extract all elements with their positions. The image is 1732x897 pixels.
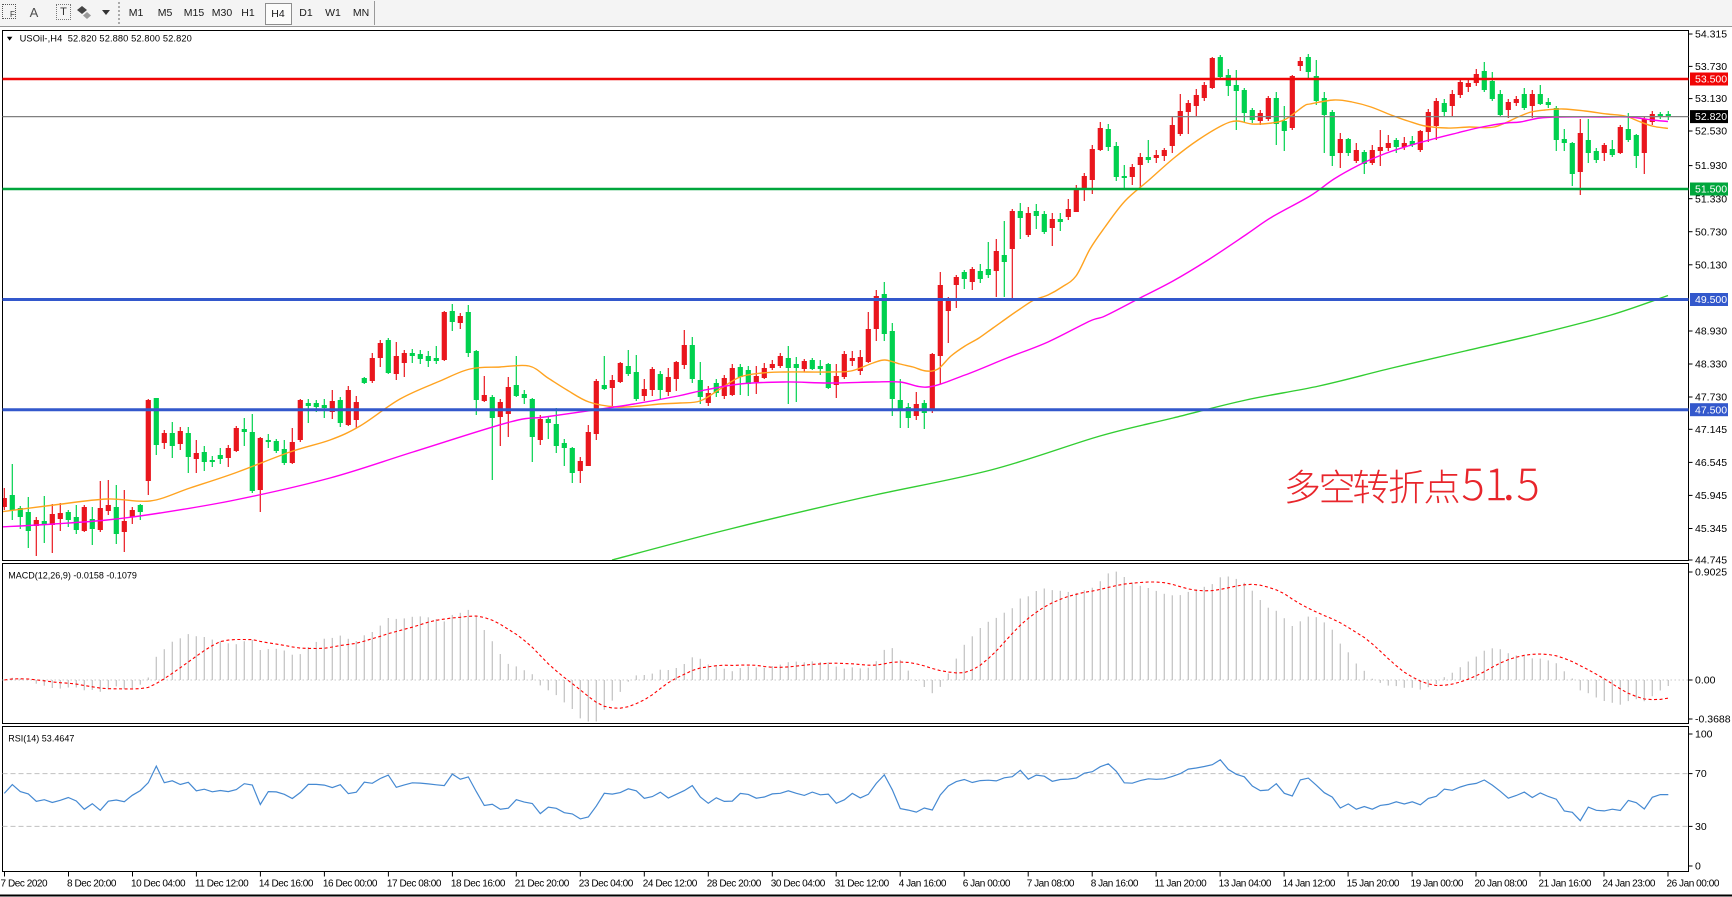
- svg-text:20 Jan 08:00: 20 Jan 08:00: [1475, 879, 1528, 890]
- svg-text:24 Dec 12:00: 24 Dec 12:00: [643, 879, 698, 890]
- svg-text:6 Jan 00:00: 6 Jan 00:00: [963, 879, 1011, 890]
- svg-text:7 Dec 2020: 7 Dec 2020: [1, 879, 49, 890]
- svg-text:49.500: 49.500: [1695, 294, 1727, 306]
- svg-text:70: 70: [1695, 768, 1707, 780]
- svg-text:21 Jan 16:00: 21 Jan 16:00: [1539, 879, 1592, 890]
- svg-text:23 Dec 04:00: 23 Dec 04:00: [579, 879, 634, 890]
- svg-text:-0.3688: -0.3688: [1695, 714, 1731, 726]
- svg-text:4 Jan 16:00: 4 Jan 16:00: [899, 879, 947, 890]
- svg-text:53.730: 53.730: [1695, 61, 1727, 73]
- svg-text:8 Jan 16:00: 8 Jan 16:00: [1091, 879, 1139, 890]
- svg-text:0.00: 0.00: [1695, 675, 1716, 687]
- svg-text:48.930: 48.930: [1695, 326, 1727, 338]
- svg-text:16 Dec 00:00: 16 Dec 00:00: [323, 879, 378, 890]
- svg-text:45.345: 45.345: [1695, 523, 1727, 535]
- svg-text:30 Dec 04:00: 30 Dec 04:00: [771, 879, 826, 890]
- svg-text:MACD(12,26,9) -0.0158 -0.1079: MACD(12,26,9) -0.0158 -0.1079: [8, 571, 137, 581]
- svg-text:8 Dec 20:00: 8 Dec 20:00: [67, 879, 117, 890]
- svg-text:11 Dec 12:00: 11 Dec 12:00: [195, 879, 249, 890]
- svg-text:7 Jan 08:00: 7 Jan 08:00: [1027, 879, 1075, 890]
- svg-text:50.730: 50.730: [1695, 226, 1727, 238]
- svg-text:21 Dec 20:00: 21 Dec 20:00: [515, 879, 570, 890]
- svg-text:100: 100: [1695, 729, 1713, 741]
- svg-text:28 Dec 20:00: 28 Dec 20:00: [707, 879, 762, 890]
- svg-text:17 Dec 08:00: 17 Dec 08:00: [387, 879, 442, 890]
- svg-text:45.945: 45.945: [1695, 490, 1727, 502]
- svg-text:47.500: 47.500: [1695, 404, 1727, 416]
- svg-text:44.745: 44.745: [1695, 555, 1727, 567]
- svg-text:51.930: 51.930: [1695, 160, 1727, 172]
- svg-text:RSI(14) 53.4647: RSI(14) 53.4647: [8, 734, 74, 744]
- svg-text:52.530: 52.530: [1695, 126, 1727, 138]
- svg-text:26 Jan 00:00: 26 Jan 00:00: [1667, 879, 1720, 890]
- svg-text:51.330: 51.330: [1695, 193, 1727, 205]
- svg-text:19 Jan 00:00: 19 Jan 00:00: [1411, 879, 1464, 890]
- svg-text:52.820: 52.820: [1695, 111, 1727, 123]
- svg-text:14 Dec 16:00: 14 Dec 16:00: [259, 879, 314, 890]
- svg-text:53.130: 53.130: [1695, 93, 1727, 105]
- svg-text:13 Jan 04:00: 13 Jan 04:00: [1219, 879, 1272, 890]
- svg-text:10 Dec 04:00: 10 Dec 04:00: [131, 879, 186, 890]
- svg-text:0: 0: [1695, 861, 1701, 873]
- svg-text:15 Jan 20:00: 15 Jan 20:00: [1347, 879, 1400, 890]
- svg-text:53.500: 53.500: [1695, 74, 1727, 86]
- svg-text:14 Jan 12:00: 14 Jan 12:00: [1283, 879, 1336, 890]
- svg-text:0.9025: 0.9025: [1695, 567, 1727, 579]
- svg-text:USOil-,H4 52.820 52.880 52.80: USOil-,H4 52.820 52.880 52.800 52.820: [20, 33, 192, 43]
- svg-text:46.545: 46.545: [1695, 457, 1727, 469]
- svg-text:30: 30: [1695, 821, 1707, 833]
- svg-text:48.330: 48.330: [1695, 359, 1727, 371]
- svg-text:50.130: 50.130: [1695, 259, 1727, 271]
- svg-text:47.730: 47.730: [1695, 392, 1727, 404]
- svg-text:18 Dec 16:00: 18 Dec 16:00: [451, 879, 506, 890]
- svg-text:51.500: 51.500: [1695, 184, 1727, 196]
- svg-text:47.145: 47.145: [1695, 424, 1727, 436]
- svg-text:54.315: 54.315: [1695, 29, 1727, 41]
- svg-text:11 Jan 20:00: 11 Jan 20:00: [1155, 879, 1208, 890]
- svg-text:24 Jan 23:00: 24 Jan 23:00: [1603, 879, 1656, 890]
- svg-text:31 Dec 12:00: 31 Dec 12:00: [835, 879, 890, 890]
